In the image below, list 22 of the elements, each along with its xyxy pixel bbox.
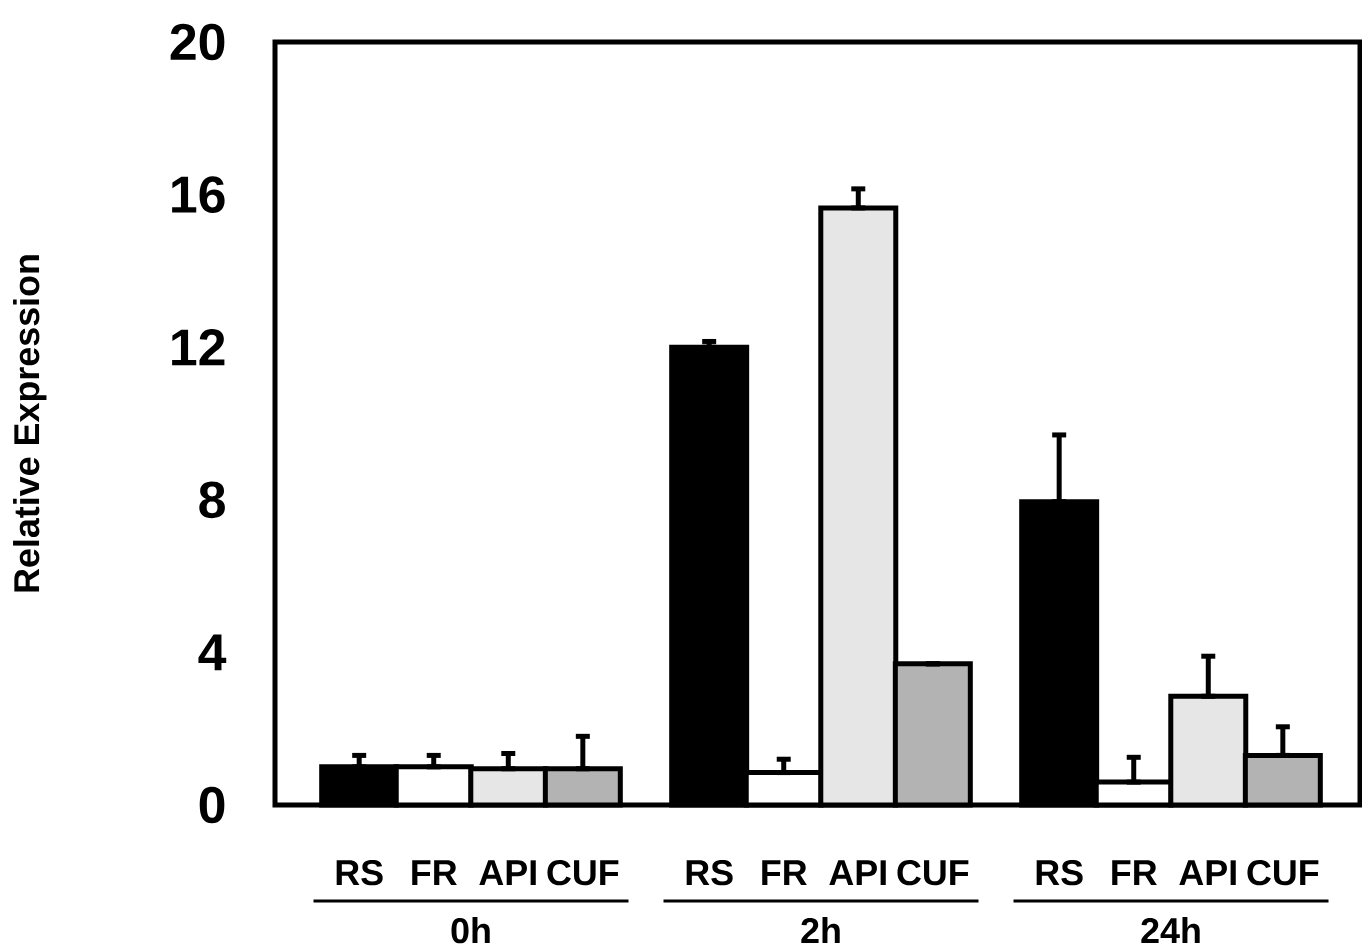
y-tick-label: 16 [172, 176, 225, 213]
x-tick-label: 0h [451, 917, 490, 944]
series-label: API [479, 860, 536, 885]
series-label: FR [412, 860, 457, 885]
text: API [1179, 860, 1236, 885]
x-tick-label: 24h [1141, 917, 1200, 943]
series-label: RS [336, 859, 383, 886]
text: RS [686, 859, 733, 886]
y-tick-label: 4 [198, 634, 227, 671]
y-tick-label: 12 [172, 329, 225, 366]
text: API [829, 860, 886, 885]
y-tick-label: 8 [199, 481, 225, 519]
text: FR [1112, 860, 1157, 885]
y-tick-label: 20 [170, 23, 225, 61]
series-label: CUF [547, 859, 619, 886]
text: FR [762, 860, 807, 885]
x-tick-label: 2h [801, 917, 840, 943]
y-axis-title: Relative Expression [13, 255, 47, 592]
text: RS [1036, 859, 1083, 886]
text: CUF [897, 859, 969, 886]
text: CUF [1247, 859, 1319, 886]
y-tick-label: 0 [199, 786, 225, 824]
